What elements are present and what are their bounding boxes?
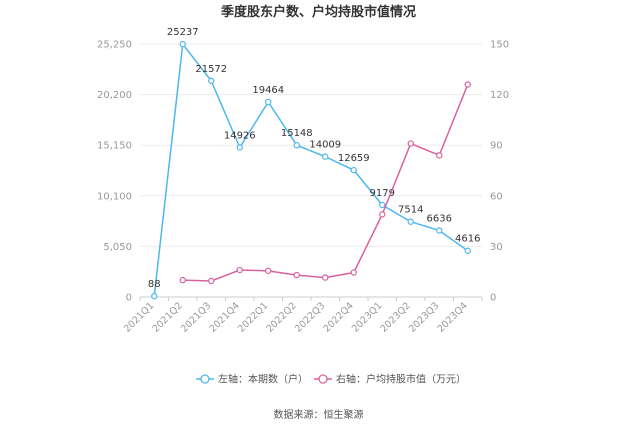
data-label: 25237	[167, 27, 199, 38]
left-tick-label: 5,050	[103, 242, 132, 253]
data-label: 88	[148, 279, 161, 290]
data-point	[350, 166, 357, 174]
source-text: 数据来源：恒生聚源	[274, 408, 364, 421]
legend-marker	[200, 374, 210, 384]
right-tick-label: 150	[490, 40, 509, 51]
data-point	[464, 247, 471, 254]
data-point	[265, 98, 272, 106]
chart-title: 季度股东户数、户均持股市值情况	[220, 4, 416, 20]
data-point	[436, 227, 443, 234]
legend: 左轴：本期数（户） 右轴：户均持股市值（万元）	[196, 373, 466, 386]
x-tick-label: 2021Q2	[150, 300, 184, 334]
legend-marker	[318, 374, 328, 384]
x-tick-label: 2021Q4	[207, 300, 241, 334]
x-axis: 2021Q12021Q22021Q32021Q42022Q12022Q22022…	[122, 297, 483, 335]
data-label: 21572	[195, 64, 227, 75]
right-tick-label: 30	[490, 242, 503, 253]
data-point	[293, 142, 300, 149]
data-point	[236, 144, 243, 151]
left-tick-label: 0	[126, 293, 132, 304]
data-label: 12659	[338, 153, 370, 164]
data-point	[179, 40, 186, 48]
data-point	[436, 152, 443, 159]
data-point	[350, 269, 357, 276]
data-label: 15148	[281, 128, 313, 139]
data-point	[208, 277, 215, 285]
data-label: 4616	[455, 234, 480, 245]
x-tick-label: 2021Q3	[179, 300, 213, 334]
data-point	[208, 77, 215, 85]
data-point	[265, 267, 272, 275]
data-point	[407, 140, 414, 147]
series-line	[153, 42, 469, 297]
data-label: 7514	[398, 205, 423, 216]
data-point	[236, 266, 243, 274]
data-point	[379, 201, 386, 209]
legend-item: 右轴：户均持股市值（万元）	[314, 373, 466, 386]
x-tick-label: 2021Q1	[122, 300, 156, 334]
data-label: 14926	[224, 130, 256, 141]
right-tick-label: 120	[490, 90, 509, 101]
x-tick-label: 2022Q4	[321, 300, 355, 334]
left-tick-label: 20,200	[97, 90, 132, 101]
x-tick-label: 2023Q1	[350, 300, 384, 334]
data-point	[179, 276, 186, 284]
data-point	[151, 292, 158, 300]
data-point	[322, 274, 329, 281]
right-tick-label: 60	[490, 191, 503, 202]
data-label: 9179	[370, 188, 395, 199]
x-tick-label: 2023Q2	[378, 300, 412, 334]
right-tick-label: 0	[490, 293, 496, 304]
data-point	[407, 218, 414, 225]
left-tick-label: 15,150	[97, 141, 132, 152]
x-tick-label: 2023Q4	[435, 300, 469, 334]
left-tick-label: 10,100	[97, 191, 132, 202]
data-point	[464, 81, 471, 88]
right-tick-label: 90	[490, 141, 503, 152]
x-tick-label: 2022Q1	[236, 300, 270, 334]
x-tick-label: 2023Q3	[407, 300, 441, 334]
left-axis: 0 5,050 10,100 15,150 20,200 25,250	[97, 40, 132, 304]
legend-item: 左轴：本期数（户）	[196, 373, 308, 386]
x-tick-label: 2022Q3	[293, 300, 327, 334]
x-tick-label: 2022Q2	[264, 300, 298, 334]
data-label: 14009	[309, 140, 341, 151]
data-point	[293, 271, 300, 279]
data-point	[379, 211, 386, 218]
right-axis: 0 30 60 90 120 150	[490, 40, 509, 304]
legend-label: 左轴：本期数（户）	[218, 373, 308, 386]
data-label: 6636	[427, 214, 452, 225]
data-label: 19464	[252, 85, 284, 96]
legend-label: 右轴：户均持股市值（万元）	[336, 373, 466, 386]
grid	[140, 43, 482, 298]
left-tick-label: 25,250	[97, 40, 132, 51]
data-point	[322, 153, 329, 160]
